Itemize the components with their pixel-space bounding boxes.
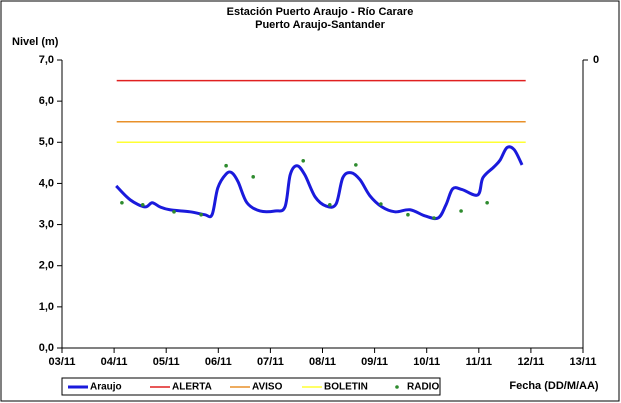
y-tick-label: 0,0 [39, 342, 54, 354]
x-tick-label: 12/11 [517, 356, 544, 368]
x-tick-label: 07/11 [257, 356, 284, 368]
series-line [115, 145, 524, 221]
x-tick-label: 09/11 [361, 356, 388, 368]
radio-point [379, 202, 383, 206]
radio-point [432, 216, 436, 220]
radio-point [354, 163, 358, 167]
radio-point [172, 210, 176, 214]
chart-title: Estación Puerto Araujo - Río Carare [227, 6, 414, 18]
chart-subtitle: Puerto Araujo-Santander [255, 19, 385, 31]
radio-point [224, 163, 228, 168]
radio-point [327, 203, 332, 207]
legend-label: BOLETIN [324, 382, 368, 393]
radio-point [251, 175, 256, 179]
y-tick-label: 5,0 [39, 136, 54, 148]
radio-point [140, 203, 145, 207]
y-axis-label: Nivel (m) [12, 36, 59, 48]
radio-point [301, 159, 306, 163]
y-tick-label: 7,0 [39, 54, 54, 66]
radio-point [199, 212, 203, 217]
x-tick-label: 10/11 [413, 356, 440, 368]
y-tick-label: 6,0 [39, 95, 54, 107]
radio-point [406, 212, 410, 217]
x-tick-label: 05/11 [153, 356, 180, 368]
x-axis-label: Fecha (DD/M/AA) [509, 380, 599, 392]
y-tick-label: 2,0 [39, 260, 54, 272]
legend-label: RADIO [407, 382, 439, 393]
x-tick-label: 11/11 [466, 356, 492, 368]
x-tick-label: 08/11 [309, 356, 336, 368]
y2-tick-label: 0 [593, 54, 599, 66]
legend-box [61, 377, 441, 396]
x-tick-label: 03/11 [49, 356, 76, 368]
y-tick-label: 3,0 [39, 218, 54, 230]
legend-label: Araujo [90, 382, 122, 393]
radio-point [485, 200, 489, 205]
x-tick-label: 06/11 [205, 356, 232, 368]
legend-label: ALERTA [172, 382, 212, 393]
y-tick-label: 4,0 [39, 177, 54, 189]
legend-label: AVISO [252, 382, 283, 393]
x-tick-label: 13/11 [570, 356, 597, 368]
y-tick-label: 1,0 [39, 301, 54, 313]
radio-point [459, 209, 463, 213]
legend-swatch [395, 385, 399, 389]
x-tick-label: 04/11 [101, 356, 128, 368]
radio-point [120, 200, 124, 205]
